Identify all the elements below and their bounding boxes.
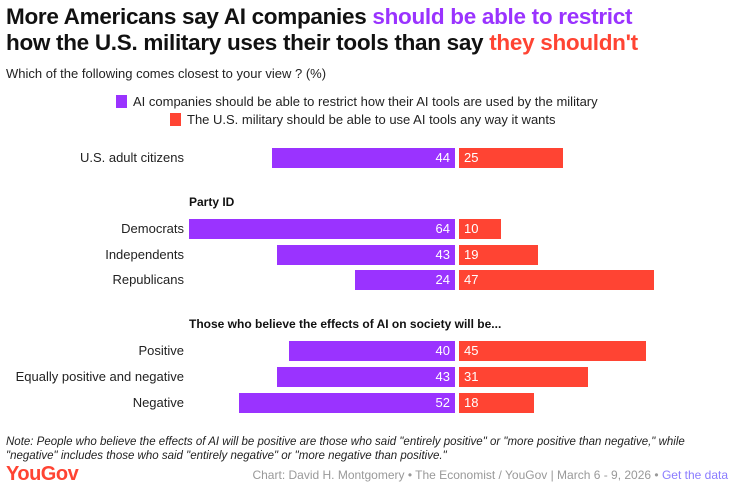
value-label-military: 19 (464, 247, 479, 262)
bar-restrict (276, 367, 455, 387)
value-label-restrict: 43 (435, 247, 450, 262)
bar-military (459, 270, 655, 290)
value-label-restrict: 24 (435, 272, 450, 287)
bar-restrict (239, 393, 455, 413)
row-label: Democrats (121, 221, 184, 236)
bar-military (459, 341, 646, 361)
value-label-restrict: 43 (435, 369, 450, 384)
value-label-restrict: 44 (435, 150, 450, 165)
credit: Chart: David H. Montgomery • The Economi… (252, 468, 728, 482)
get-data-link[interactable]: Get the data (661, 468, 728, 482)
legend-item-military: The U.S. military should be able to use … (170, 112, 556, 127)
group-label: Party ID (189, 195, 235, 209)
bar-military (459, 367, 588, 387)
value-label-military: 45 (464, 343, 479, 358)
row-label: Independents (105, 247, 184, 262)
title-part: More Americans say AI companies (6, 4, 373, 29)
bar-restrict (355, 270, 455, 290)
legend-swatch (116, 95, 127, 108)
bar-military (459, 148, 563, 168)
yougov-logo: YouGov (6, 463, 79, 485)
bar-military (459, 219, 501, 239)
subtitle: Which of the following comes closest to … (6, 66, 327, 81)
legend-label: AI companies should be able to restrict … (133, 94, 598, 109)
value-label-military: 18 (464, 395, 479, 410)
row-label: Equally positive and negative (15, 369, 184, 384)
legend-label: The U.S. military should be able to use … (187, 112, 556, 127)
value-label-restrict: 40 (435, 343, 450, 358)
bar-restrict (272, 148, 455, 168)
legend-item-restrict: AI companies should be able to restrict … (116, 94, 598, 109)
row-label: Positive (138, 343, 184, 358)
value-label-military: 31 (464, 369, 479, 384)
title-part: how the U.S. military uses their tools t… (6, 30, 490, 55)
row-label: Negative (132, 395, 184, 410)
value-label-restrict: 64 (435, 221, 450, 236)
bar-military (459, 393, 534, 413)
row-label: Republicans (112, 272, 184, 287)
value-label-military: 25 (464, 150, 479, 165)
legend-swatch (170, 113, 181, 126)
credit-text: Chart: David H. Montgomery • The Economi… (252, 468, 662, 482)
bar-restrict (276, 245, 455, 265)
bar-restrict (189, 219, 455, 239)
value-label-military: 47 (464, 272, 479, 287)
bar-restrict (289, 341, 455, 361)
value-label-restrict: 52 (435, 395, 450, 410)
row-label: U.S. adult citizens (79, 150, 184, 165)
title-highlight-military: they shouldn't (489, 30, 638, 55)
chart-title: More Americans say AI companies should b… (6, 4, 638, 56)
note: Note: People who believe the effects of … (6, 436, 685, 462)
title-highlight-restrict: should be able to restrict (372, 4, 633, 29)
bar-military (459, 245, 538, 265)
value-label-military: 10 (464, 221, 479, 236)
group-label: Those who believe the effects of AI on s… (189, 317, 502, 331)
